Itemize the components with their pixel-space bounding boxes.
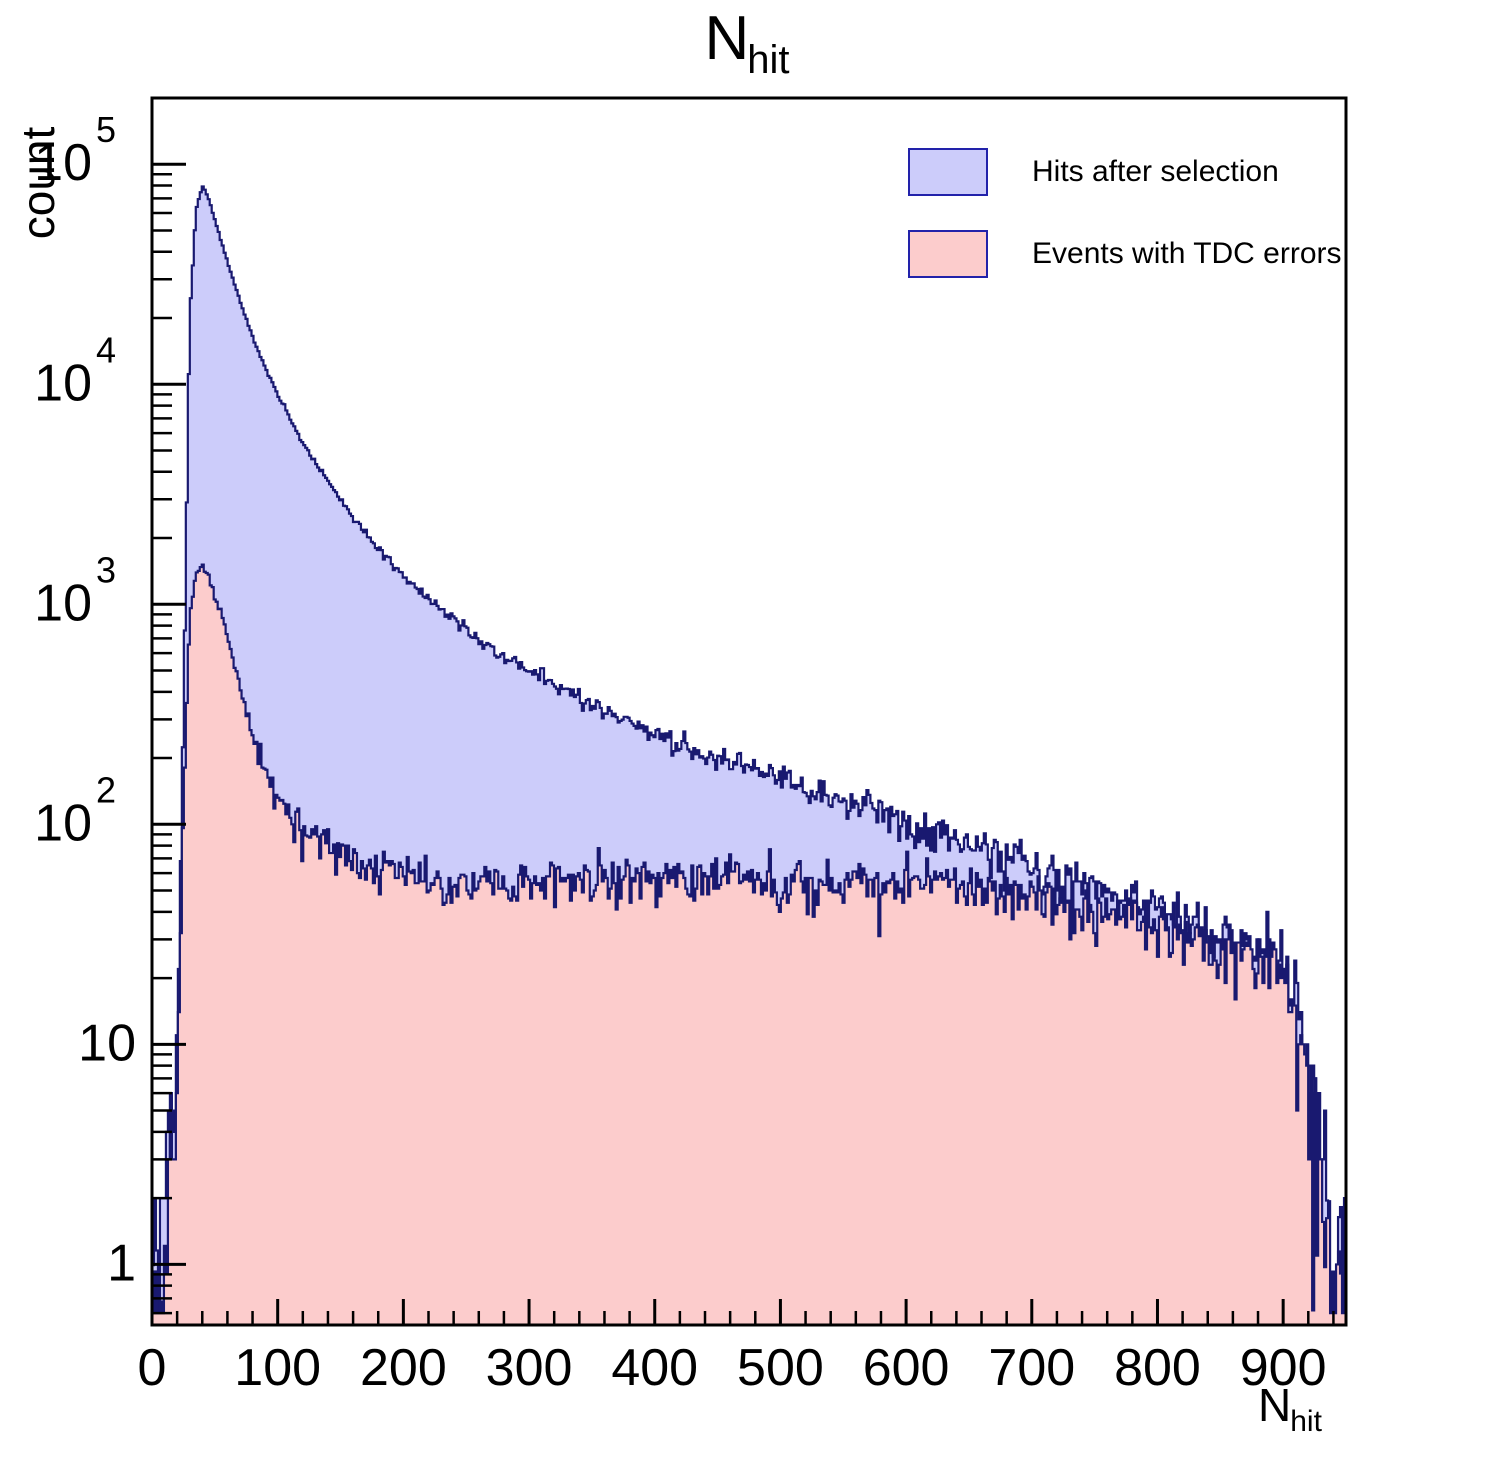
y-axis-tick-label: 10 [34,794,92,852]
series-outline-hits-after-selection [152,185,1346,1325]
legend-entry-events-with-tdc-errors: Events with TDC errors [908,230,1342,278]
legend-label-events-with-tdc-errors: Events with TDC errors [1032,237,1342,270]
x-axis-tick-label: 100 [234,1339,321,1397]
y-axis-tick-label: 10 [34,134,92,192]
series-outline-events-with-tdc-errors [152,563,1346,1325]
x-axis-tick-label: 200 [360,1339,447,1397]
x-axis-tick-label: 600 [863,1339,950,1397]
x-axis-tick-label: 800 [1114,1339,1201,1397]
y-axis-tick-label: 10 [78,1014,136,1072]
legend-label-hits-after-selection: Hits after selection [1032,155,1279,188]
y-axis-tick-exponent: 4 [96,329,116,370]
series-area-events-with-tdc-errors [152,564,1346,1325]
x-axis-tick-label: 0 [138,1339,167,1397]
x-axis-tick-label: 300 [486,1339,573,1397]
x-axis-tick-label: 900 [1240,1339,1327,1397]
y-axis-tick-exponent: 2 [96,769,116,810]
chart-legend: Hits after selection Events with TDC err… [908,148,1342,288]
legend-entry-hits-after-selection: Hits after selection [908,148,1279,196]
x-axis-label-subscript: hit [1290,1405,1322,1438]
y-axis-tick-exponent: 5 [96,109,116,150]
x-axis-label: Nhit [1258,1378,1323,1438]
legend-swatch-events-with-tdc-errors [908,230,988,278]
legend-swatch-hits-after-selection [908,148,988,196]
x-axis-tick-label: 500 [737,1339,824,1397]
plot-frame [150,96,1348,1327]
y-axis-tick-label: 1 [107,1234,136,1292]
y-axis-tick-exponent: 3 [96,549,116,590]
x-axis-tick-label: 700 [988,1339,1075,1397]
y-axis-tick-label: 10 [34,574,92,632]
y-axis-tick-label: 10 [34,354,92,412]
x-axis-tick-label: 400 [611,1339,698,1397]
x-axis-label-base: N [1258,1379,1292,1431]
